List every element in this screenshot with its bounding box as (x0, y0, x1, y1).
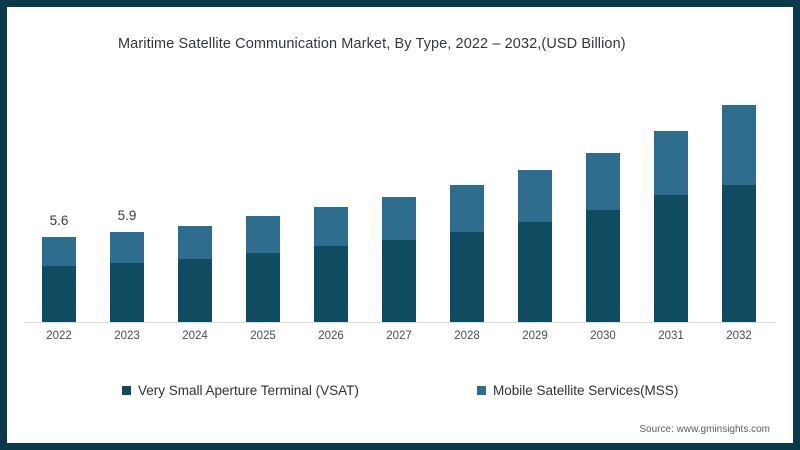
data-label-2022: 5.6 (49, 213, 69, 228)
legend-item-mss[interactable]: Mobile Satellite Services(MSS) (477, 383, 678, 398)
bar-segment-vsat-2032[interactable] (722, 185, 756, 322)
bar-segment-mss-2027[interactable] (382, 197, 416, 240)
x-tick-2025: 2025 (250, 330, 276, 342)
bar-segment-vsat-2026[interactable] (314, 246, 348, 322)
x-tick-2024: 2024 (182, 330, 208, 342)
x-tick-2029: 2029 (522, 330, 548, 342)
chart-title: Maritime Satellite Communication Market,… (118, 36, 626, 52)
bars-layer: 5.6 5.9 (24, 70, 776, 322)
bar-2031[interactable] (654, 131, 688, 322)
bar-2028[interactable] (450, 185, 484, 322)
bar-segment-vsat-2029[interactable] (518, 222, 552, 322)
source-attribution: Source: www.gminsights.com (639, 424, 770, 435)
bar-segment-vsat-2028[interactable] (450, 232, 484, 322)
bar-segment-vsat-2024[interactable] (178, 259, 212, 322)
x-tick-2031: 2031 (658, 330, 684, 342)
bar-2026[interactable] (314, 207, 348, 322)
x-tick-2030: 2030 (590, 330, 616, 342)
x-tick-2028: 2028 (454, 330, 480, 342)
x-tick-2022: 2022 (46, 330, 72, 342)
legend-label: Mobile Satellite Services(MSS) (493, 383, 679, 398)
x-tick-2027: 2027 (386, 330, 412, 342)
legend-item-vsat[interactable]: Very Small Aperture Terminal (VSAT) (122, 383, 359, 398)
bar-segment-vsat-2023[interactable] (110, 263, 144, 322)
bar-2029[interactable] (518, 170, 552, 322)
bar-segment-mss-2028[interactable] (450, 185, 484, 232)
x-tick-2032: 2032 (726, 330, 752, 342)
bar-segment-mss-2032[interactable] (722, 105, 756, 185)
bar-segment-mss-2029[interactable] (518, 170, 552, 222)
bar-segment-vsat-2022[interactable] (42, 266, 76, 322)
x-axis-baseline (24, 322, 776, 323)
bar-segment-vsat-2030[interactable] (586, 210, 620, 322)
bar-2027[interactable] (382, 197, 416, 322)
bar-segment-mss-2031[interactable] (654, 131, 688, 195)
x-axis-tick-labels: 2022 2023 2024 2025 2026 2027 2028 2029 2030 2031… (24, 330, 776, 350)
x-tick-2026: 2026 (318, 330, 344, 342)
bar-segment-vsat-2027[interactable] (382, 240, 416, 322)
bar-2022[interactable] (42, 237, 76, 322)
bar-segment-mss-2026[interactable] (314, 207, 348, 246)
bar-segment-mss-2023[interactable] (110, 232, 144, 263)
legend-swatch-icon (122, 386, 131, 395)
legend-label: Very Small Aperture Terminal (VSAT) (138, 383, 359, 398)
bar-2032[interactable] (722, 105, 756, 322)
legend-swatch-icon (477, 386, 486, 395)
bar-segment-mss-2025[interactable] (246, 216, 280, 253)
bar-2024[interactable] (178, 226, 212, 322)
chart-legend: Very Small Aperture Terminal (VSAT) Mobil… (0, 383, 800, 403)
bar-segment-mss-2022[interactable] (42, 237, 76, 266)
data-label-2023: 5.9 (117, 208, 137, 223)
bar-segment-vsat-2025[interactable] (246, 253, 280, 322)
bar-segment-mss-2024[interactable] (178, 226, 212, 259)
bar-2025[interactable] (246, 216, 280, 322)
bar-2023[interactable] (110, 232, 144, 322)
bar-segment-vsat-2031[interactable] (654, 195, 688, 322)
x-tick-2023: 2023 (114, 330, 140, 342)
bar-2030[interactable] (586, 153, 620, 322)
bar-segment-mss-2030[interactable] (586, 153, 620, 210)
